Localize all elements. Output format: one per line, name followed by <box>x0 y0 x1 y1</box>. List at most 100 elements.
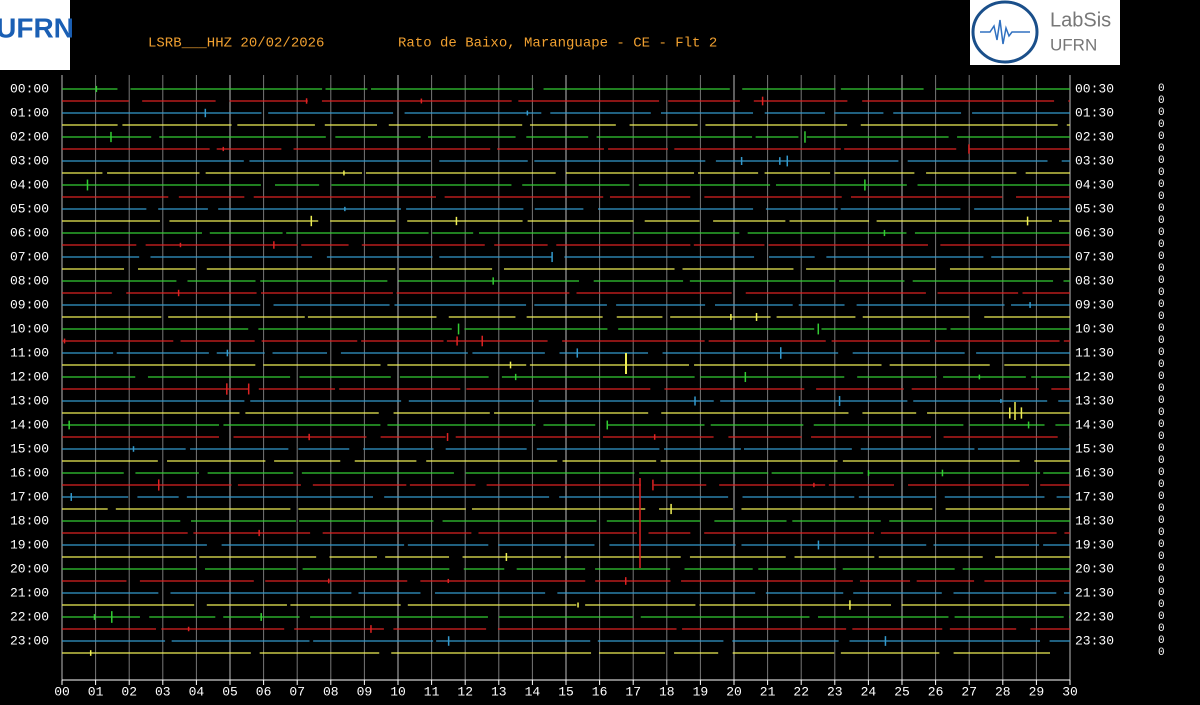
right-time-label: 06:30 <box>1075 225 1114 240</box>
right-logo-subtitle: UFRN <box>1050 35 1097 54</box>
right-time-label: 13:30 <box>1075 393 1114 408</box>
right-time-label: 02:30 <box>1075 129 1114 144</box>
row-value: 0 <box>1158 311 1165 323</box>
left-time-label: 13:00 <box>10 393 49 408</box>
row-value: 0 <box>1158 143 1165 155</box>
left-time-label: 15:00 <box>10 441 49 456</box>
row-value: 0 <box>1158 467 1165 479</box>
row-value: 0 <box>1158 203 1165 215</box>
row-value: 0 <box>1158 179 1165 191</box>
row-value: 0 <box>1158 263 1165 275</box>
right-time-label: 05:30 <box>1075 201 1114 216</box>
left-time-label: 21:00 <box>10 585 49 600</box>
row-value: 0 <box>1158 479 1165 491</box>
x-tick-label: 27 <box>961 684 977 699</box>
row-value: 0 <box>1158 419 1165 431</box>
row-value: 0 <box>1158 587 1165 599</box>
x-tick-label: 19 <box>693 684 709 699</box>
row-value: 0 <box>1158 623 1165 635</box>
row-value: 0 <box>1158 527 1165 539</box>
row-value: 0 <box>1158 575 1165 587</box>
right-time-label: 10:30 <box>1075 321 1114 336</box>
left-time-label: 06:00 <box>10 225 49 240</box>
row-value: 0 <box>1158 599 1165 611</box>
row-value: 0 <box>1158 611 1165 623</box>
right-time-label: 01:30 <box>1075 105 1114 120</box>
row-value: 0 <box>1158 251 1165 263</box>
x-tick-label: 01 <box>88 684 104 699</box>
row-value: 0 <box>1158 431 1165 443</box>
row-value: 0 <box>1158 155 1165 167</box>
right-time-label: 20:30 <box>1075 561 1114 576</box>
x-tick-label: 16 <box>592 684 608 699</box>
right-time-label: 09:30 <box>1075 297 1114 312</box>
x-tick-label: 17 <box>625 684 641 699</box>
row-value: 0 <box>1158 395 1165 407</box>
left-time-label: 02:00 <box>10 129 49 144</box>
x-tick-label: 04 <box>189 684 205 699</box>
left-time-label: 20:00 <box>10 561 49 576</box>
row-value: 0 <box>1158 503 1165 515</box>
right-logo-ring <box>971 0 1039 64</box>
x-tick-label: 05 <box>222 684 238 699</box>
x-tick-label: 03 <box>155 684 171 699</box>
x-tick-label: 11 <box>424 684 440 699</box>
row-value: 0 <box>1158 359 1165 371</box>
x-tick-label: 23 <box>827 684 843 699</box>
x-tick-label: 12 <box>457 684 473 699</box>
right-time-label: 19:30 <box>1075 537 1114 552</box>
right-time-label: 16:30 <box>1075 465 1114 480</box>
left-logo-box <box>0 0 70 70</box>
row-value: 0 <box>1158 239 1165 251</box>
right-time-label: 18:30 <box>1075 513 1114 528</box>
x-tick-label: 26 <box>928 684 944 699</box>
left-time-label: 12:00 <box>10 369 49 384</box>
right-time-label: 23:30 <box>1075 633 1114 648</box>
x-tick-label: 28 <box>995 684 1011 699</box>
row-value: 0 <box>1158 299 1165 311</box>
right-time-label: 22:30 <box>1075 609 1114 624</box>
x-tick-label: 22 <box>793 684 809 699</box>
x-tick-label: 21 <box>760 684 776 699</box>
right-time-label: 00:30 <box>1075 81 1114 96</box>
right-time-label: 14:30 <box>1075 417 1114 432</box>
right-time-label: 17:30 <box>1075 489 1114 504</box>
row-value: 0 <box>1158 551 1165 563</box>
row-value: 0 <box>1158 167 1165 179</box>
x-tick-label: 10 <box>390 684 406 699</box>
location-title: Rato de Baixo, Maranguape - CE - Flt 2 <box>398 36 717 52</box>
x-tick-label: 14 <box>525 684 541 699</box>
row-value: 0 <box>1158 95 1165 107</box>
right-time-label: 07:30 <box>1075 249 1114 264</box>
row-value: 0 <box>1158 455 1165 467</box>
left-time-label: 17:00 <box>10 489 49 504</box>
row-value: 0 <box>1158 635 1165 647</box>
x-tick-label: 25 <box>894 684 910 699</box>
row-value: 0 <box>1158 563 1165 575</box>
x-tick-label: 13 <box>491 684 507 699</box>
row-value: 0 <box>1158 383 1165 395</box>
x-tick-label: 00 <box>54 684 70 699</box>
left-time-label: 09:00 <box>10 297 49 312</box>
left-time-label: 18:00 <box>10 513 49 528</box>
x-tick-label: 07 <box>289 684 305 699</box>
x-tick-label: 29 <box>1029 684 1045 699</box>
left-time-label: 00:00 <box>10 81 49 96</box>
left-time-label: 05:00 <box>10 201 49 216</box>
x-tick-label: 30 <box>1062 684 1078 699</box>
left-time-label: 22:00 <box>10 609 49 624</box>
left-time-label: 14:00 <box>10 417 49 432</box>
left-time-label: 23:00 <box>10 633 49 648</box>
left-logo: UFRN <box>0 12 74 43</box>
row-value: 0 <box>1158 335 1165 347</box>
right-time-label: 11:30 <box>1075 345 1114 360</box>
left-time-label: 01:00 <box>10 105 49 120</box>
row-value: 0 <box>1158 323 1165 335</box>
right-time-label: 12:30 <box>1075 369 1114 384</box>
left-time-label: 07:00 <box>10 249 49 264</box>
row-value: 0 <box>1158 227 1165 239</box>
row-value: 0 <box>1158 287 1165 299</box>
x-tick-label: 24 <box>861 684 877 699</box>
row-value: 0 <box>1158 107 1165 119</box>
